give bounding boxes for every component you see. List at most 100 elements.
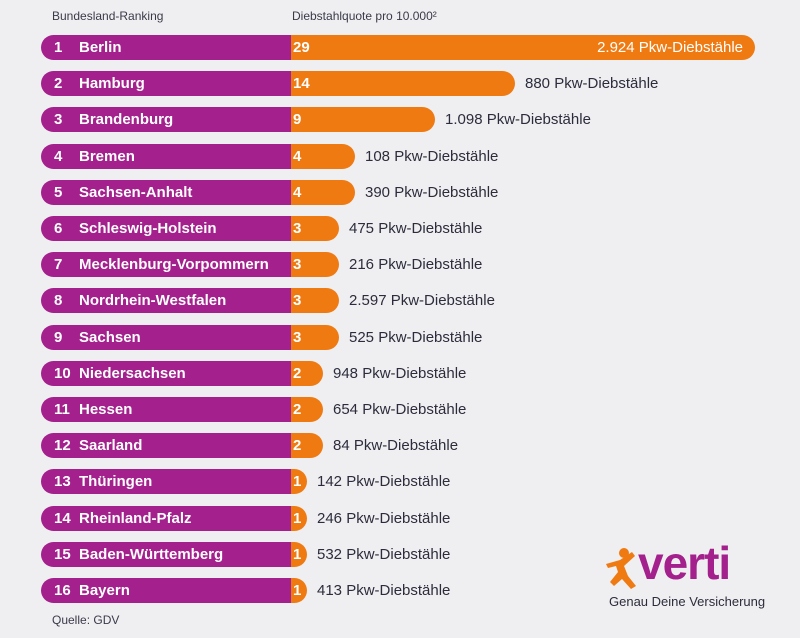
rate-value: 29 bbox=[293, 39, 310, 56]
theft-count-label: 216 Pkw-Diebstähle bbox=[349, 256, 483, 274]
theft-count-label: 390 Pkw-Diebstähle bbox=[365, 183, 499, 201]
state-label-bar: 3 Brandenburg bbox=[41, 107, 291, 133]
rate-value: 4 bbox=[293, 147, 302, 165]
chart-row: 12 Saarland 2 84 Pkw-Diebstähle bbox=[0, 433, 800, 459]
state-label-bar: 6 Schleswig-Holstein bbox=[41, 216, 291, 241]
rate-bar bbox=[291, 107, 435, 133]
rate-value: 3 bbox=[293, 292, 302, 310]
rank-label: 15 bbox=[54, 545, 71, 563]
rate-value: 1 bbox=[293, 473, 302, 491]
rank-label: 6 bbox=[54, 220, 63, 237]
theft-count-label: 108 Pkw-Diebstähle bbox=[365, 147, 499, 165]
rate-bar bbox=[291, 324, 339, 350]
theft-count-label: 413 Pkw-Diebstähle bbox=[317, 582, 451, 599]
logo-tagline: Genau Deine Versicherung bbox=[609, 594, 766, 609]
rate-bar bbox=[291, 179, 355, 205]
state-name: Sachsen bbox=[79, 328, 141, 346]
state-label-bar: 4 Bremen bbox=[41, 143, 291, 169]
rate-value: 9 bbox=[293, 111, 302, 129]
theft-count-label: 142 Pkw-Diebstähle bbox=[317, 473, 451, 491]
rank-label: 2 bbox=[54, 75, 63, 93]
rank-label: 11 bbox=[54, 401, 70, 418]
state-label-bar: 1 Berlin bbox=[41, 35, 291, 60]
theft-count-label: 246 Pkw-Diebstähle bbox=[317, 509, 451, 527]
rate-value: 2 bbox=[293, 364, 302, 382]
chart-row: 1 Berlin 29 2.924 Pkw-Diebstähle bbox=[0, 35, 800, 60]
state-name: Brandenburg bbox=[79, 111, 174, 129]
rate-bar bbox=[291, 578, 307, 603]
state-label-bar: 10 Niedersachsen bbox=[41, 360, 291, 386]
theft-count-label: 84 Pkw-Diebstähle bbox=[333, 437, 459, 455]
chart-row: 5 Sachsen-Anhalt 4 390 Pkw-Diebstähle bbox=[0, 179, 800, 205]
state-label-bar: 2 Hamburg bbox=[41, 71, 291, 97]
rank-label: 1 bbox=[54, 39, 63, 56]
chart-row: 3 Brandenburg 9 1.098 Pkw-Diebstähle bbox=[0, 107, 800, 133]
chart-row: 7 Mecklenburg-Vorpommern 3 216 Pkw-Diebstäh… bbox=[0, 252, 800, 278]
rank-label: 13 bbox=[54, 473, 71, 491]
rate-bar bbox=[291, 397, 323, 422]
state-label-bar: 12 Saarland bbox=[41, 433, 291, 459]
ranking-header: Bundesland-Ranking bbox=[52, 9, 164, 23]
rate-bar bbox=[291, 505, 307, 531]
state-name: Hamburg bbox=[79, 75, 145, 93]
rate-bar bbox=[291, 71, 515, 97]
rate-value: 3 bbox=[293, 220, 302, 237]
chart-row: 13 Thüringen 1 142 Pkw-Diebstähle bbox=[0, 469, 800, 495]
state-name: Sachsen-Anhalt bbox=[79, 183, 193, 201]
rate-bar bbox=[291, 216, 339, 241]
rank-label: 16 bbox=[54, 582, 71, 599]
rate-value: 2 bbox=[293, 401, 302, 418]
rate-bar bbox=[291, 35, 755, 60]
chart-row: 6 Schleswig-Holstein 3 475 Pkw-Diebstähle bbox=[0, 216, 800, 241]
state-name: Berlin bbox=[79, 39, 122, 56]
state-label-bar: 16 Bayern bbox=[41, 578, 291, 603]
state-name: Thüringen bbox=[79, 473, 153, 491]
rate-value: 1 bbox=[293, 509, 302, 527]
verti-figure-icon bbox=[606, 548, 636, 589]
rate-value: 1 bbox=[293, 545, 302, 563]
theft-count-label: 948 Pkw-Diebstähle bbox=[333, 364, 467, 382]
state-label-bar: 7 Mecklenburg-Vorpommern bbox=[41, 252, 291, 278]
rate-value: 3 bbox=[293, 256, 302, 274]
state-name: Niedersachsen bbox=[79, 364, 186, 382]
state-name: Rheinland-Pfalz bbox=[79, 509, 192, 527]
rate-bar bbox=[291, 143, 355, 169]
rate-value: 14 bbox=[293, 75, 310, 93]
rank-label: 9 bbox=[54, 328, 63, 346]
chart-row: 9 Sachsen 3 525 Pkw-Diebstähle bbox=[0, 324, 800, 350]
rate-bar bbox=[291, 433, 323, 459]
chart-row: 11 Hessen 2 654 Pkw-Diebstähle bbox=[0, 397, 800, 422]
rate-bar bbox=[291, 288, 339, 314]
rank-label: 7 bbox=[54, 256, 63, 274]
rank-label: 14 bbox=[54, 509, 71, 527]
rate-bar bbox=[291, 252, 339, 278]
state-label-bar: 8 Nordrhein-Westfalen bbox=[41, 288, 291, 314]
state-name: Mecklenburg-Vorpommern bbox=[79, 256, 269, 274]
chart-row: 8 Nordrhein-Westfalen 3 2.597 Pkw-Diebstähl… bbox=[0, 288, 800, 314]
rate-value: 1 bbox=[293, 582, 302, 599]
rank-label: 4 bbox=[54, 147, 63, 165]
state-label-bar: 15 Baden-Württemberg bbox=[41, 541, 291, 567]
state-name: Hessen bbox=[79, 401, 133, 418]
logo-wordmark: verti bbox=[638, 537, 731, 589]
rate-value: 4 bbox=[293, 183, 302, 201]
rank-label: 12 bbox=[54, 437, 71, 455]
state-name: Bremen bbox=[79, 147, 135, 165]
rank-label: 10 bbox=[54, 364, 71, 382]
rate-bar bbox=[291, 541, 307, 567]
rate-bar bbox=[291, 469, 307, 495]
theft-count-label: 532 Pkw-Diebstähle bbox=[317, 545, 451, 563]
state-name: Bayern bbox=[79, 582, 130, 599]
theft-count-label: 2.597 Pkw-Diebstähle bbox=[349, 292, 495, 310]
state-label-bar: 14 Rheinland-Pfalz bbox=[41, 505, 291, 531]
state-label-bar: 13 Thüringen bbox=[41, 469, 291, 495]
theft-count-label: 2.924 Pkw-Diebstähle bbox=[597, 39, 743, 56]
theft-count-label: 525 Pkw-Diebstähle bbox=[349, 328, 483, 346]
theft-count-label: 475 Pkw-Diebstähle bbox=[349, 220, 483, 237]
rank-label: 3 bbox=[54, 111, 63, 129]
source-note: Quelle: GDV bbox=[52, 613, 120, 627]
state-label-bar: 5 Sachsen-Anhalt bbox=[41, 179, 291, 205]
chart-row: 16 Bayern 1 413 Pkw-Diebstähle bbox=[0, 578, 800, 603]
chart-row: 2 Hamburg 14 880 Pkw-Diebstähle bbox=[0, 71, 800, 97]
